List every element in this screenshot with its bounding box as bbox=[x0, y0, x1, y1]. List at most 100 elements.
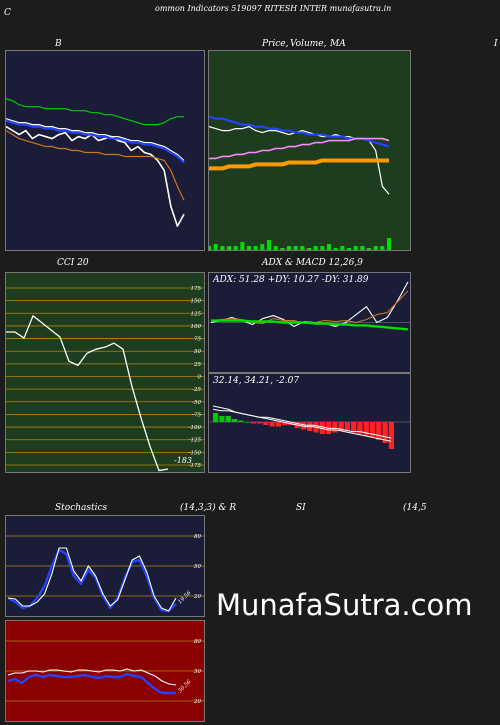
macd-histogram-bar bbox=[388, 422, 394, 449]
volume-bar bbox=[353, 246, 358, 250]
bollinger-series-3 bbox=[6, 118, 185, 161]
stoch-params: (14,3,3) & R bbox=[180, 503, 237, 513]
volume-bar bbox=[327, 244, 331, 250]
cci-tick-label: 25 bbox=[193, 362, 201, 368]
cci-tick-label: 0 bbox=[198, 375, 202, 381]
macd-histogram-bar bbox=[213, 413, 219, 422]
bollinger-title: B bbox=[55, 39, 62, 49]
macd-histogram-bar bbox=[250, 422, 256, 424]
macd-histogram-bar bbox=[282, 422, 288, 425]
macd-histogram-bar bbox=[338, 422, 344, 431]
volume-bar bbox=[273, 246, 278, 250]
cci-title: CCI 20 bbox=[57, 258, 89, 268]
stoch-title: Stochastics bbox=[55, 503, 108, 513]
stoch-tick-label: 80 bbox=[194, 534, 201, 540]
volume-bar bbox=[360, 246, 365, 250]
rsi-tick-label: 20 bbox=[193, 699, 201, 705]
volume-bar bbox=[373, 246, 378, 250]
bollinger-series-2 bbox=[6, 98, 184, 126]
volume-bar bbox=[227, 246, 231, 250]
macd-histogram-bar bbox=[369, 422, 376, 437]
cci-last-value: -183 bbox=[174, 456, 192, 465]
stoch-last-value: 19.56 bbox=[177, 590, 193, 606]
cci-tick-label: 125 bbox=[191, 311, 202, 317]
macd-histogram-bar bbox=[344, 422, 351, 431]
cci-tick-label: -75 bbox=[192, 412, 201, 418]
price-label: Price, bbox=[262, 39, 289, 49]
cci-tick-label: -50 bbox=[192, 400, 201, 406]
adx-readout: ADX: 51.28 +DY: 10.27 -DY: 31.89 bbox=[213, 275, 369, 285]
bollinger-series-1 bbox=[6, 125, 185, 227]
price-series-2 bbox=[209, 115, 390, 148]
adx-series-3 bbox=[211, 319, 409, 331]
rsi-tick-label: 50 bbox=[194, 669, 201, 675]
volume-bar bbox=[213, 244, 218, 250]
volume-bar bbox=[240, 242, 245, 250]
bollinger-panel bbox=[5, 50, 205, 251]
volume-bar bbox=[220, 246, 225, 250]
cci-tick-label: -25 bbox=[192, 387, 201, 393]
macd-histogram-bar bbox=[357, 422, 363, 434]
volume-bar bbox=[347, 248, 351, 250]
macd-readout: 32.14, 34.21, -2.07 bbox=[213, 376, 300, 386]
adx-chart bbox=[209, 281, 410, 331]
watermark: MunafaSutra.com bbox=[216, 588, 473, 622]
rsi-params: (14,5 bbox=[403, 503, 427, 513]
volume-label: Volume, bbox=[290, 39, 327, 49]
cci-panel: 175 150 125 100 75 50 25 0 -25 -50 -75 -100 -125 -150… bbox=[5, 272, 205, 473]
volume-bar bbox=[313, 246, 318, 250]
macd-line-2 bbox=[212, 408, 392, 439]
volume-bar bbox=[247, 246, 251, 250]
volume-bar bbox=[380, 246, 385, 250]
cci-chart: 175 150 125 100 75 50 25 0 -25 -50 -75 -100 -125 -150… bbox=[6, 286, 204, 472]
price-chart bbox=[209, 115, 391, 250]
macd-histogram-bar bbox=[238, 420, 244, 422]
cci-tick-label: -175 bbox=[189, 463, 202, 469]
cci-tick-label: 50 bbox=[194, 349, 201, 355]
macd-histogram-bar bbox=[332, 422, 338, 433]
rsi-last-value: 30.56 bbox=[177, 679, 193, 695]
macd-histogram-bar bbox=[244, 422, 250, 423]
macd-histogram-bar bbox=[225, 416, 231, 422]
bollinger-chart bbox=[6, 98, 185, 227]
volume-bar bbox=[209, 246, 211, 250]
volume-bar bbox=[287, 246, 291, 250]
cci-tick-label: -125 bbox=[189, 438, 202, 444]
macd-histogram-bar bbox=[363, 422, 369, 436]
rsi-series-1 bbox=[7, 668, 177, 686]
volume-bar bbox=[300, 246, 305, 250]
volume-bar bbox=[367, 248, 371, 250]
stoch-series-2 bbox=[7, 548, 177, 613]
price-series-4 bbox=[209, 158, 389, 171]
rsi-panel: 80 50 20 30.56 bbox=[5, 620, 205, 722]
macd-histogram-bar bbox=[319, 422, 325, 434]
stoch-tick-label: 20 bbox=[193, 594, 201, 600]
macd-histogram-bar bbox=[275, 422, 282, 427]
rsi-title: SI bbox=[296, 503, 306, 513]
macd-histogram-bar bbox=[376, 422, 382, 440]
bollinger-series-4 bbox=[6, 119, 185, 164]
volume-bar bbox=[267, 240, 271, 250]
cci-line bbox=[6, 315, 169, 472]
volume-bar bbox=[333, 248, 338, 250]
adx-panel: ADX: 51.28 +DY: 10.27 -DY: 31.89 bbox=[208, 272, 411, 373]
rsi-series-2 bbox=[7, 672, 176, 695]
ma-label: MA bbox=[330, 39, 346, 49]
volume-bar bbox=[307, 248, 311, 250]
stoch-tick-label: 50 bbox=[194, 564, 201, 570]
volume-bar bbox=[293, 246, 298, 250]
volume-bar bbox=[233, 246, 238, 250]
macd-chart bbox=[209, 405, 410, 449]
cci-tick-label: 100 bbox=[191, 324, 202, 330]
volume-bar bbox=[253, 246, 258, 250]
bollinger-series-5 bbox=[6, 130, 185, 201]
volume-bar bbox=[320, 246, 325, 250]
macd-histogram-bar bbox=[382, 422, 388, 443]
header-left-letter: C bbox=[4, 8, 11, 18]
price-panel bbox=[208, 50, 411, 251]
macd-histogram-bar bbox=[263, 422, 269, 425]
macd-histogram-bar bbox=[269, 422, 275, 427]
volume-bar bbox=[260, 244, 265, 250]
